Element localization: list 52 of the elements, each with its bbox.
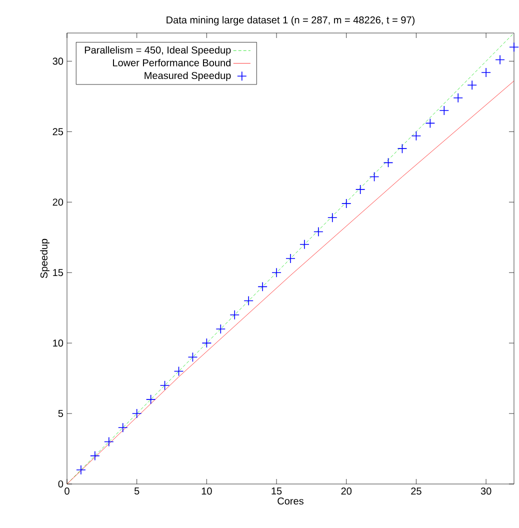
point — [495, 54, 505, 65]
point — [300, 240, 310, 250]
point — [341, 198, 352, 208]
x-tick-label: 25 — [411, 488, 422, 495]
point — [411, 130, 422, 141]
legend-label: Parallelism = 450, Ideal Speedup — [84, 46, 231, 56]
x-tick-label: 20 — [341, 488, 352, 495]
point — [425, 118, 436, 128]
point — [383, 158, 394, 168]
x-tick-label: 5 — [134, 488, 140, 494]
point — [286, 254, 296, 264]
point — [202, 338, 212, 348]
point — [216, 324, 226, 334]
y-tick-label: 10 — [53, 340, 64, 347]
legend-label: Measured Speedup — [144, 72, 231, 82]
point — [104, 436, 114, 447]
y-tick-label: 0 — [58, 480, 64, 488]
x-tick-label: 30 — [480, 488, 492, 495]
point — [314, 226, 324, 237]
y-tick-label: 15 — [53, 269, 64, 276]
legend-label: Lower Performance Bound — [113, 58, 231, 66]
point — [355, 184, 366, 194]
x-tick-label: 10 — [202, 488, 212, 495]
y-tick-label: 25 — [52, 128, 64, 136]
point — [481, 68, 491, 78]
point — [397, 144, 408, 154]
chart-title: Data mining large dataset 1 (n = 287, m = 48226, t = 97) — [166, 16, 414, 26]
point — [132, 408, 142, 418]
y-tick-label: 30 — [52, 58, 64, 65]
point — [76, 465, 86, 475]
point — [272, 268, 282, 278]
point — [90, 450, 100, 461]
point — [439, 106, 450, 116]
y-axis-title: Speedup — [40, 238, 50, 278]
point — [467, 80, 477, 90]
x-axis-title: Cores — [278, 497, 304, 505]
y-tick-label: 20 — [52, 198, 64, 206]
point — [509, 42, 519, 52]
point — [369, 172, 380, 182]
x-tick-label: 0 — [64, 488, 70, 495]
point — [230, 310, 240, 320]
point — [328, 212, 338, 223]
y-tick-label: 5 — [58, 410, 64, 418]
x-tick-label: 15 — [272, 488, 282, 494]
point — [244, 296, 254, 306]
point — [160, 380, 170, 390]
point — [258, 282, 268, 292]
point — [146, 394, 156, 404]
point — [174, 366, 184, 376]
point — [118, 422, 128, 433]
point — [453, 92, 464, 103]
point — [188, 352, 198, 362]
